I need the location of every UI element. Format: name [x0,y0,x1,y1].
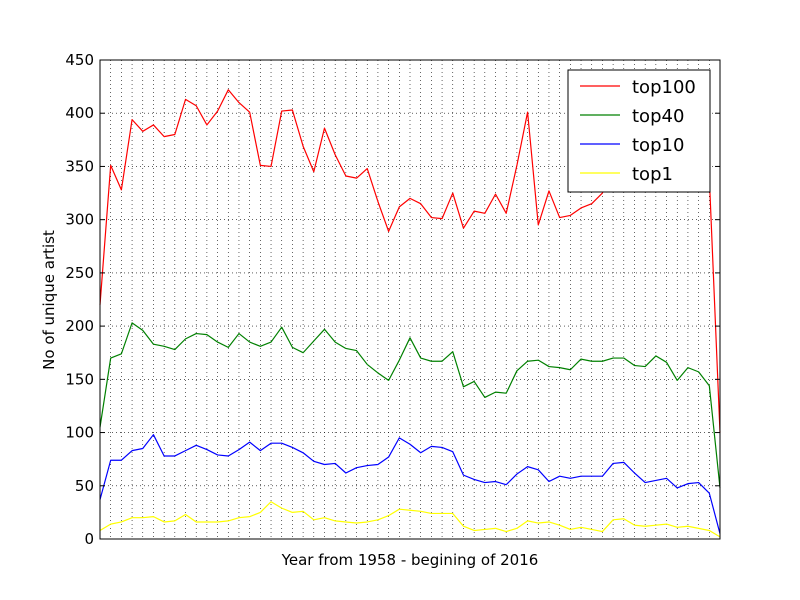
legend-box [567,69,711,193]
legend-label-top100: top100 [632,77,696,98]
y-tick-label: 0 [84,530,94,548]
y-tick-label: 400 [65,104,94,122]
y-tick-label: 350 [65,157,94,175]
series-line-top1 [99,501,721,538]
y-tick-label: 150 [65,370,94,388]
legend: top100 top40 top10 top1 [567,69,711,193]
y-axis-title: No of unique artist [40,230,58,370]
plot-frame [99,59,721,540]
x-axis-title: Year from 1958 - begining of 2016 [281,551,539,569]
series-line-top10 [99,434,721,534]
y-tick-label: 200 [65,317,94,335]
y-axis-ticks: 0 50 100 150 200 250 300 350 400 450 [65,51,720,548]
y-tick-label: 250 [65,264,94,282]
legend-label-top1: top1 [632,164,673,185]
y-tick-label: 50 [75,477,94,495]
legend-label-top10: top10 [632,135,684,156]
y-tick-label: 100 [65,424,94,442]
legend-label-top40: top40 [632,106,684,127]
series-line-top40 [99,322,721,488]
y-tick-label: 300 [65,211,94,229]
y-tick-label: 450 [65,51,94,69]
